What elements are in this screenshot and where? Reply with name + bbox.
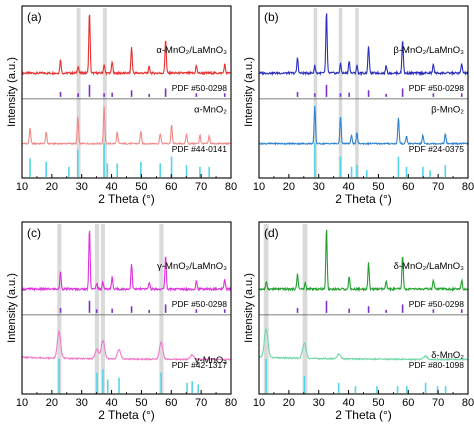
highlight-band (100, 224, 106, 394)
series-label: β-MnO₂ (431, 105, 464, 116)
series-line (258, 229, 469, 293)
x-tick-label: 60 (402, 397, 414, 409)
series-line (21, 14, 232, 76)
y-axis-label: Intensity (a.u.) (243, 57, 255, 127)
panel-1: α-MnO₂/LaMnO₃ α-MnO₂ PDF #50-0298 PDF #44-0… (6, 5, 237, 206)
highlight-band (102, 8, 107, 178)
highlight-band (313, 8, 318, 178)
x-tick-label: 40 (105, 181, 117, 193)
x-axis-label: 2 Theta (°) (335, 408, 392, 422)
panel-2: β-MnO₂/LaMnO₃ β-MnO₂ PDF #50-0298 PDF #24-0… (243, 5, 474, 206)
x-tick-label: 80 (462, 397, 474, 409)
series-line (258, 13, 469, 77)
series-label: β-MnO₂/LaMnO₃ (393, 45, 464, 56)
x-tick-label: 10 (16, 181, 28, 193)
x-tick-label: 80 (225, 397, 237, 409)
panel-label: (c) (27, 226, 41, 240)
panel-label: (d) (264, 226, 279, 240)
x-tick-label: 40 (342, 181, 354, 193)
reference-label: PDF #50-0298 (409, 299, 465, 309)
x-axis-label: 2 Theta (°) (335, 192, 392, 206)
reference-label: PDF #50-0298 (409, 83, 465, 93)
x-tick-label: 70 (195, 181, 207, 193)
x-tick-label: 20 (283, 397, 295, 409)
x-tick-label: 70 (432, 397, 444, 409)
series-label: γ-MnO₂ (195, 355, 228, 366)
highlight-band (159, 224, 164, 394)
series-label: δ-MnO₂/LaMnO₃ (394, 261, 465, 272)
x-tick-label: 60 (402, 181, 414, 193)
x-tick-label: 80 (462, 181, 474, 193)
x-axis-label: 2 Theta (°) (98, 192, 155, 206)
x-tick-label: 30 (313, 181, 325, 193)
x-tick-label: 60 (165, 397, 177, 409)
x-tick-label: 50 (135, 181, 147, 193)
x-tick-label: 30 (76, 181, 88, 193)
series-label: α-MnO₂ (194, 105, 227, 116)
reference-label: PDF #50-0298 (172, 83, 228, 93)
x-tick-label: 10 (253, 181, 265, 193)
series-label: γ-MnO₂/LaMnO₃ (157, 261, 227, 272)
series-line (21, 230, 232, 293)
x-tick-label: 40 (105, 397, 117, 409)
reference-label: PDF #80-1098 (409, 360, 465, 370)
series-line (21, 329, 232, 362)
x-tick-label: 70 (432, 181, 444, 193)
x-tick-label: 50 (135, 397, 147, 409)
x-axis-label: 2 Theta (°) (98, 408, 155, 422)
x-tick-label: 40 (342, 397, 354, 409)
highlight-band (263, 224, 269, 394)
panel-4: δ-MnO₂/LaMnO₃ δ-MnO₂ PDF #50-0298 PDF #80-1… (243, 221, 474, 422)
panel-label: (b) (264, 10, 279, 24)
y-axis-label: Intensity (a.u.) (6, 273, 18, 343)
series-label: δ-MnO₂ (431, 350, 464, 361)
panel-label: (a) (27, 10, 42, 24)
highlight-band (94, 224, 100, 394)
reference-label: PDF #42-1317 (172, 360, 228, 370)
x-tick-label: 10 (16, 397, 28, 409)
series-line (258, 105, 469, 146)
x-tick-label: 80 (225, 181, 237, 193)
highlight-band (57, 224, 62, 394)
series-line (258, 328, 469, 362)
x-tick-label: 20 (283, 181, 295, 193)
y-axis-label: Intensity (a.u.) (243, 273, 255, 343)
panel-3: γ-MnO₂/LaMnO₃ γ-MnO₂ PDF #50-0298 PDF #42-1… (6, 221, 237, 422)
x-tick-label: 50 (372, 181, 384, 193)
x-tick-label: 50 (372, 397, 384, 409)
highlight-band (302, 224, 308, 394)
x-tick-label: 30 (313, 397, 325, 409)
x-tick-label: 20 (46, 181, 58, 193)
reference-label: PDF #50-0298 (172, 299, 228, 309)
series-line (21, 106, 232, 146)
series-label: α-MnO₂/LaMnO₃ (156, 45, 227, 56)
highlight-band (338, 8, 343, 178)
x-tick-label: 70 (195, 397, 207, 409)
highlight-band (355, 8, 359, 178)
reference-label: PDF #44-0141 (172, 144, 228, 154)
reference-label: PDF #24-0375 (409, 144, 465, 154)
x-tick-label: 30 (76, 397, 88, 409)
x-tick-label: 60 (165, 181, 177, 193)
y-axis-label: Intensity (a.u.) (6, 57, 18, 127)
x-tick-label: 20 (46, 397, 58, 409)
highlight-band (76, 8, 81, 178)
x-tick-label: 10 (253, 397, 265, 409)
